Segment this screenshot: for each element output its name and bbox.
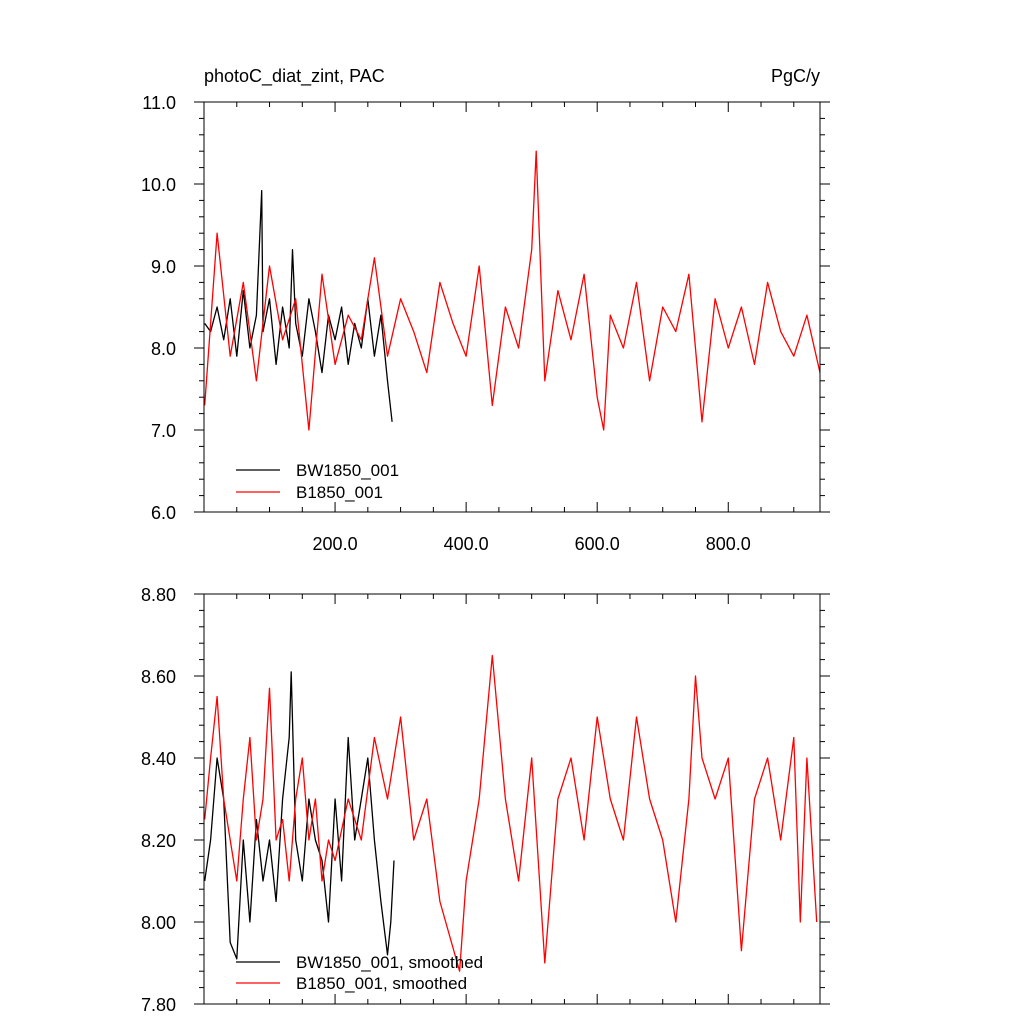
panel1-units: PgC/y [771,66,820,86]
plot-frame [203,593,821,1005]
y-tick-label: 8.00 [141,913,176,933]
y-tick-label: 10.0 [141,175,176,195]
y-tick-label: 8.40 [141,749,176,769]
y-tick-label: 8.80 [141,585,176,605]
y-tick-label: 7.0 [151,421,176,441]
series-line-b1850-001 [204,150,821,431]
legend-label: BW1850_001, smoothed [296,953,483,972]
y-tick-label: 6.0 [151,503,176,523]
x-tick-label: 400.0 [444,534,489,554]
legend-label: B1850_001, smoothed [296,974,467,993]
panel-bottom: 7.80 8.00 8.20 8.40 8.60 8.80 BW1850_001, smoo… [141,585,830,1015]
legend-label: B1850_001 [296,483,383,502]
plot-frame [203,101,821,513]
x-tick-label: 200.0 [313,534,358,554]
y-tick-label: 7.80 [141,995,176,1015]
y-tick-label: 9.0 [151,257,176,277]
panel-top: 200.0 400.0 600.0 800.0 6.0 7.0 8.0 9.0 10.0 11.0… [141,93,830,554]
y-tick-label: 8.20 [141,831,176,851]
y-tick-label: 8.60 [141,667,176,687]
x-tick-label: 600.0 [575,534,620,554]
panel1-title: photoC_diat_zint, PAC [204,66,385,87]
x-tick-label: 800.0 [706,534,751,554]
series-line-bw1850-001 [204,189,393,422]
series-line-b1850-001-smoothed [204,654,818,972]
y-tick-label: 8.0 [151,339,176,359]
legend-label: BW1850_001 [296,461,399,480]
y-tick-label: 11.0 [142,93,176,113]
series-line-bw1850-001-smoothed [204,671,395,960]
